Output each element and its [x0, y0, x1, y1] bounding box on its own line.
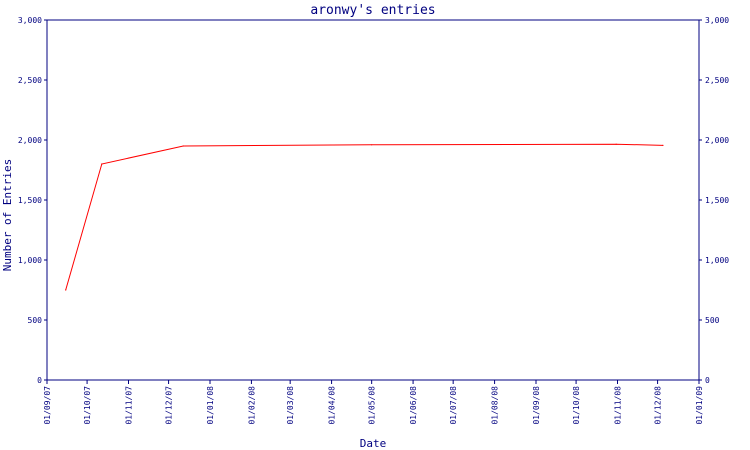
- series-group: [65, 143, 664, 291]
- y-tick-label-left: 2,000: [18, 136, 42, 145]
- x-axis-label: Date: [360, 437, 387, 450]
- y-tick-label-left: 0: [37, 376, 42, 385]
- plot-frame: [46, 19, 700, 381]
- y-tick-label-right: 3,000: [705, 16, 729, 25]
- x-tick-label: 01/08/08: [491, 386, 500, 425]
- x-tick-label: 01/09/08: [532, 386, 541, 425]
- data-point: [371, 144, 373, 146]
- y-tick-label-left: 500: [28, 316, 43, 325]
- y-tick-label-left: 1,500: [18, 196, 42, 205]
- chart-title: aronwy's entries: [310, 3, 435, 18]
- x-tick-label: 01/10/07: [83, 386, 92, 425]
- y-axis-right: 0 500 1,000 1,500 2,000 2,500 3,000: [699, 16, 729, 385]
- x-tick-label: 01/05/08: [368, 386, 377, 425]
- x-tick-label: 01/11/08: [614, 386, 623, 425]
- x-tick-label: 01/07/08: [449, 386, 458, 425]
- x-tick-label: 01/01/08: [206, 386, 215, 425]
- x-tick-label: 01/09/07: [43, 386, 52, 425]
- data-point: [182, 145, 184, 147]
- x-tick-label: 01/10/08: [572, 386, 581, 425]
- y-tick-label-left: 3,000: [18, 16, 42, 25]
- x-tick-label: 01/12/08: [654, 386, 663, 425]
- x-tick-label: 01/12/07: [165, 386, 174, 425]
- y-tick-label-right: 1,500: [705, 196, 729, 205]
- x-axis: 01/09/07 01/10/07 01/11/07 01/12/07 01/01/08…: [43, 380, 704, 425]
- x-tick-label: 01/03/08: [286, 386, 295, 425]
- data-point: [615, 143, 617, 145]
- y-axis-left: 0 500 1,000 1,500 2,000 2,500 3,000: [18, 16, 47, 385]
- y-tick-label-left: 1,000: [18, 256, 42, 265]
- data-point: [65, 289, 67, 291]
- y-tick-label-right: 1,000: [705, 256, 729, 265]
- y-tick-label-right: 2,000: [705, 136, 729, 145]
- y-tick-label-left: 2,500: [18, 76, 42, 85]
- y-tick-label-right: 500: [705, 316, 720, 325]
- y-tick-label-right: 0: [705, 376, 710, 385]
- y-tick-label-right: 2,500: [705, 76, 729, 85]
- data-point: [662, 144, 664, 146]
- series-line: [65, 143, 663, 291]
- x-tick-label: 01/06/08: [409, 386, 418, 425]
- x-tick-label: 01/04/08: [328, 386, 337, 425]
- x-tick-label: 01/02/08: [247, 386, 256, 425]
- data-point: [101, 163, 103, 165]
- x-tick-label: 01/01/09: [695, 386, 704, 425]
- x-tick-label: 01/11/07: [125, 386, 134, 425]
- y-axis-label: Number of Entries: [1, 159, 14, 272]
